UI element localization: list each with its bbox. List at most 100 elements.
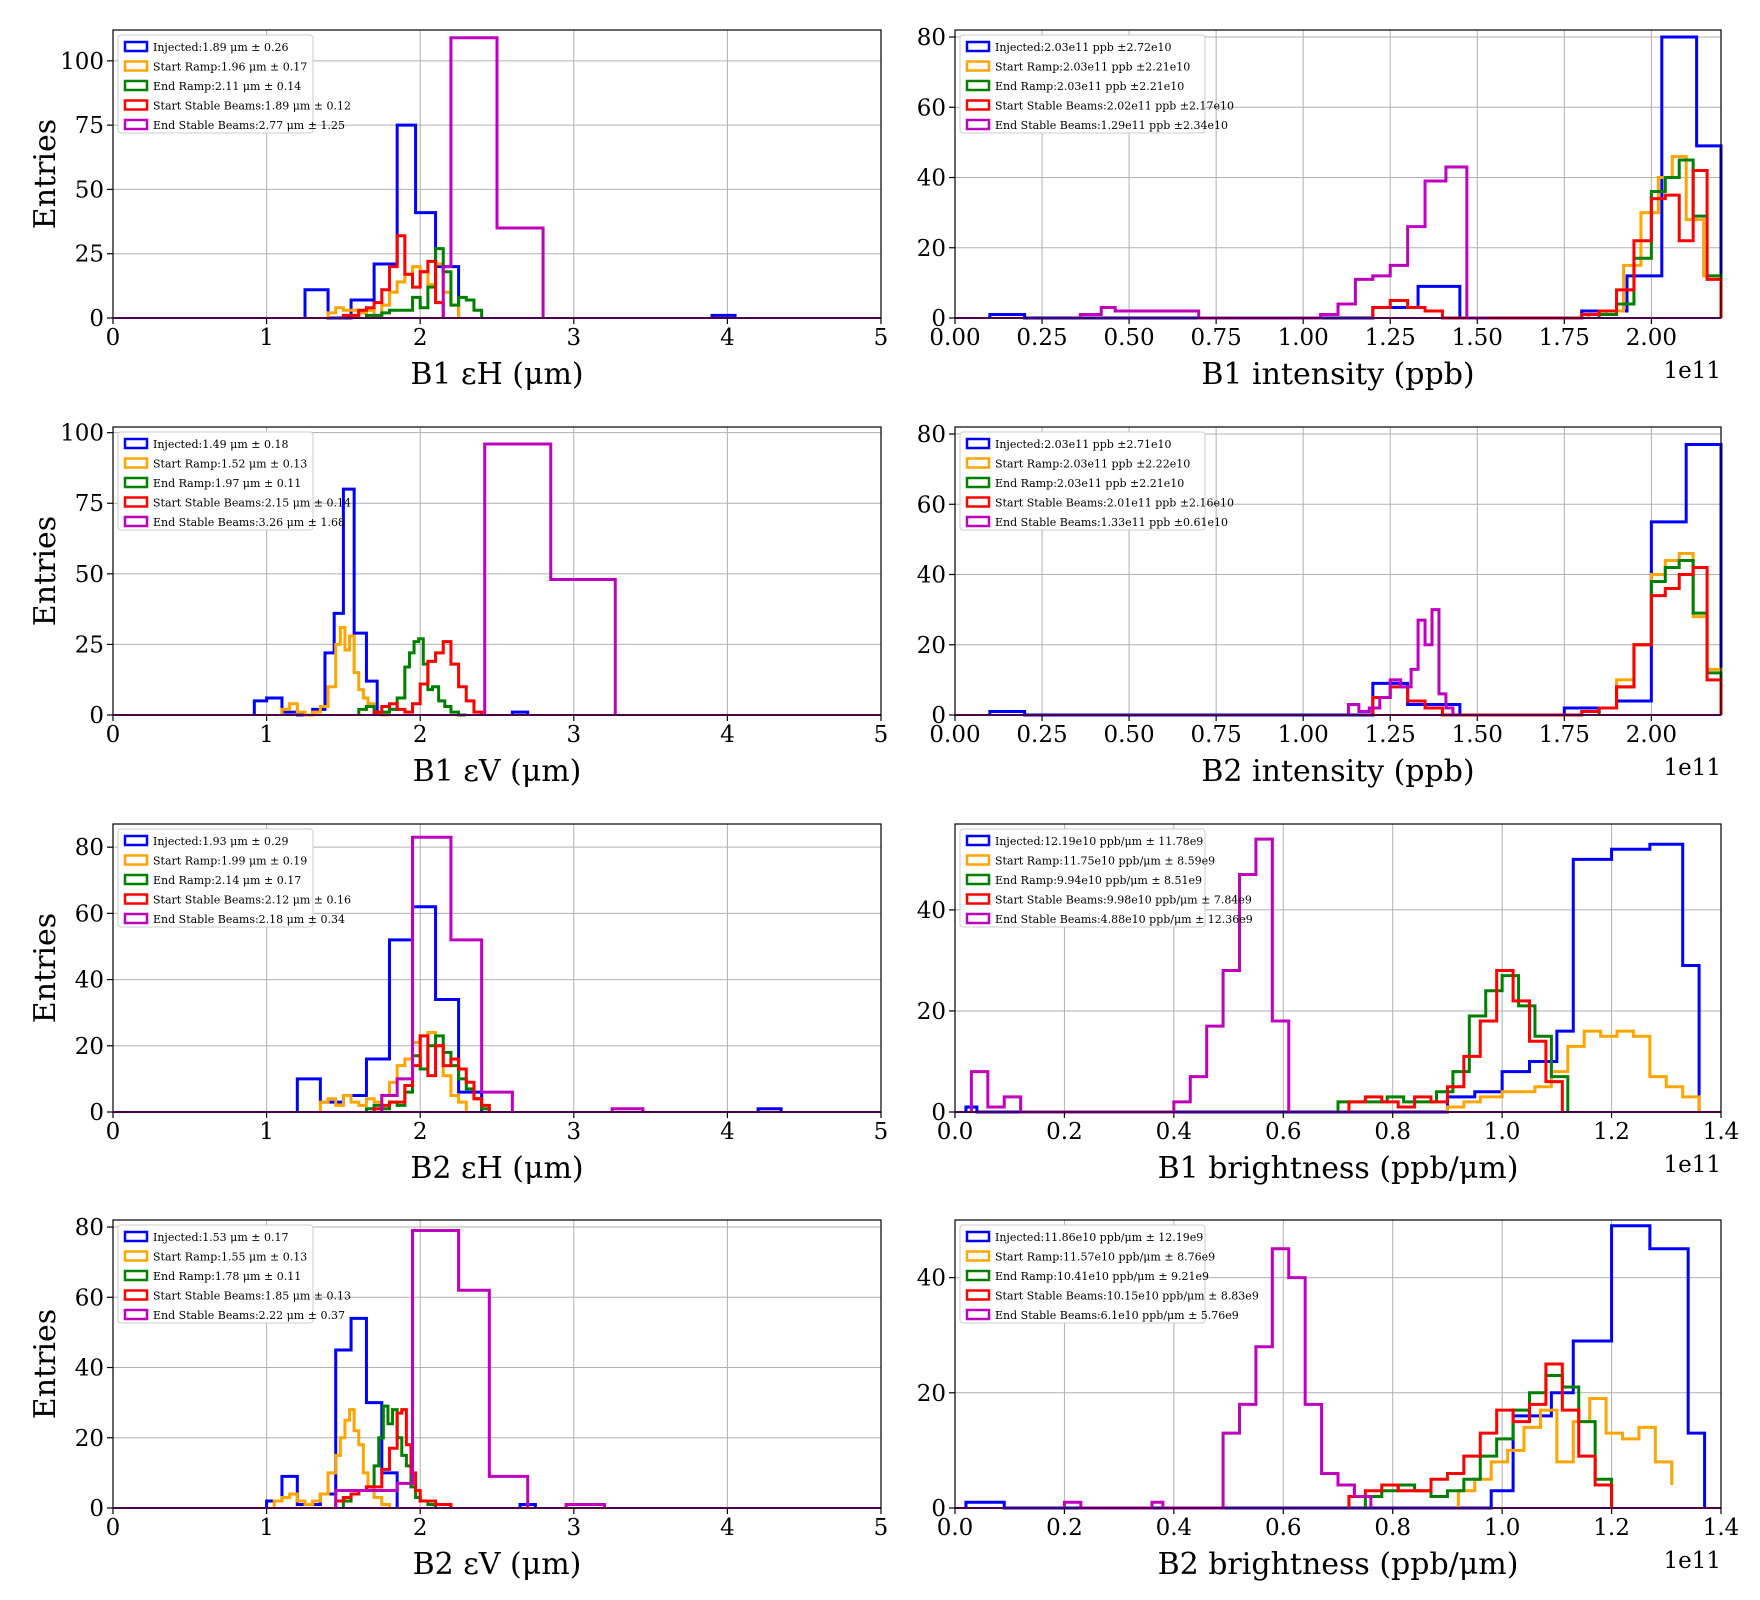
x-axis-label: B2 εV (μm) xyxy=(413,1547,582,1582)
axes-frame xyxy=(954,29,1722,319)
legend-swatch xyxy=(965,1289,991,1301)
y-tick-label: 75 xyxy=(75,491,104,517)
legend-swatch xyxy=(965,893,991,905)
x-tick-label: 1.0 xyxy=(1484,1515,1521,1541)
y-tick-label: 0 xyxy=(931,1100,946,1126)
legend-entry: End Ramp:2.03e11 ppb ±2.21e10 xyxy=(995,477,1184,490)
x-tick-label: 4 xyxy=(720,325,735,351)
x-tick-label: 1 xyxy=(259,1515,274,1541)
y-tick-label: 40 xyxy=(75,1356,104,1382)
legend-entry: Start Stable Beams:2.12 μm ± 0.16 xyxy=(153,894,351,907)
series-injected xyxy=(295,905,484,1112)
legend-swatch xyxy=(965,515,991,528)
x-axis-label: B2 intensity (ppb) xyxy=(1201,754,1474,789)
y-axis-label: Entries xyxy=(28,119,63,229)
legend-swatch xyxy=(965,437,991,450)
x-tick-label: 1.75 xyxy=(1539,722,1590,748)
series-injected xyxy=(252,487,379,717)
legend-swatch xyxy=(965,60,991,72)
x-tick-label: 0.4 xyxy=(1156,1119,1193,1145)
x-tick-label: 2 xyxy=(413,722,428,748)
series-end-stable-beams xyxy=(1346,608,1460,717)
x-tick-label: 0.2 xyxy=(1046,1515,1083,1541)
legend-entry: Injected:1.93 μm ± 0.29 xyxy=(153,835,288,848)
series-outlier-bin xyxy=(564,1502,607,1508)
legend: Injected:1.93 μm ± 0.29 Start Ramp:1.99 μ… xyxy=(117,828,351,928)
legend-swatch xyxy=(123,457,149,469)
y-tick-label: 0 xyxy=(89,1100,104,1126)
x-tick-label: 1.25 xyxy=(1365,722,1416,748)
y-tick-label: 100 xyxy=(60,49,104,75)
legend-entry: End Ramp:1.78 μm ± 0.11 xyxy=(153,1270,301,1283)
x-tick-label: 2 xyxy=(413,325,428,351)
legend-entry: Injected:1.53 μm ± 0.17 xyxy=(153,1231,288,1244)
x-tick-label: 1.75 xyxy=(1539,325,1590,351)
x-axis-label: B2 brightness (ppb/μm) xyxy=(1158,1547,1519,1582)
series-injected xyxy=(265,1316,399,1508)
y-tick-label: 60 xyxy=(917,492,946,518)
legend: Injected:1.49 μm ± 0.18 Start Ramp:1.52 μ… xyxy=(117,431,351,531)
y-tick-label: 0 xyxy=(89,703,104,729)
series-start-stable-beams xyxy=(341,234,445,318)
legend-entry: Start Ramp:1.99 μm ± 0.19 xyxy=(153,855,307,868)
y-tick-label: 0 xyxy=(89,1496,104,1522)
x-tick-label: 0.0 xyxy=(937,1515,974,1541)
x-tick-label: 2.00 xyxy=(1626,722,1677,748)
legend-entry: End Stable Beams:2.77 μm ± 1.25 xyxy=(153,119,345,132)
legend-entry: Start Stable Beams:10.15e10 ppb/μm ± 8.8… xyxy=(995,1290,1259,1303)
y-tick-label: 50 xyxy=(75,562,104,588)
x-tick-label: 2 xyxy=(413,1119,428,1145)
y-tick-label: 0 xyxy=(931,306,946,332)
x-tick-label: 0 xyxy=(106,1515,121,1541)
legend-swatch xyxy=(123,515,149,528)
legend: Injected:12.19e10 ppb/μm ± 11.78e9 Start … xyxy=(959,828,1253,928)
legend-box xyxy=(959,34,1206,134)
legend-entry: Start Ramp:1.55 μm ± 0.13 xyxy=(153,1251,307,1264)
legend-swatch xyxy=(965,496,991,508)
x-tick-label: 5 xyxy=(874,1119,889,1145)
axes-frame xyxy=(112,1219,882,1509)
x-tick-label: 1.50 xyxy=(1452,325,1503,351)
y-tick-label: 75 xyxy=(75,113,104,139)
x-tick-label: 1.4 xyxy=(1703,1119,1740,1145)
x-tick-label: 1.4 xyxy=(1703,1515,1740,1541)
legend-swatch xyxy=(123,1269,149,1282)
legend-entry: Injected:12.19e10 ppb/μm ± 11.78e9 xyxy=(995,835,1203,848)
series-start-ramp xyxy=(1456,1397,1674,1508)
legend-swatch xyxy=(123,912,149,925)
legend-entry: Injected:2.03e11 ppb ±2.72e10 xyxy=(995,41,1172,54)
legend: Injected:2.03e11 ppb ±2.72e10 Start Ramp:… xyxy=(959,34,1234,134)
x-tick-label: 4 xyxy=(720,1515,735,1541)
legend-entry: Injected:2.03e11 ppb ±2.71e10 xyxy=(995,438,1172,451)
legend-entry: End Ramp:2.11 μm ± 0.14 xyxy=(153,80,301,93)
legend-box xyxy=(959,431,1206,531)
x-tick-label: 0.6 xyxy=(1265,1515,1302,1541)
legend-entry: End Stable Beams:1.33e11 ppb ±0.61e10 xyxy=(995,516,1228,529)
legend-entry: Start Ramp:11.57e10 ppb/μm ± 8.76e9 xyxy=(995,1251,1215,1264)
axes-frame xyxy=(112,426,882,716)
series-end-ramp xyxy=(364,247,484,318)
legend: Injected:2.03e11 ppb ±2.71e10 Start Ramp:… xyxy=(959,431,1234,531)
legend-entry: Injected:11.86e10 ppb/μm ± 12.19e9 xyxy=(995,1231,1203,1244)
legend-entry: End Ramp:1.97 μm ± 0.11 xyxy=(153,477,301,490)
legend-swatch xyxy=(965,1269,991,1282)
axes-frame xyxy=(954,426,1722,716)
legend-box xyxy=(117,431,314,531)
y-tick-label: 80 xyxy=(917,25,946,51)
legend-entry: Start Stable Beams:2.15 μm ± 0.14 xyxy=(153,497,351,510)
x-tick-label: 1.0 xyxy=(1484,1119,1521,1145)
x-tick-label: 1.50 xyxy=(1452,722,1503,748)
chart-b1-int: 0.00 0.25 0.50 0.75 1.00 1.25 1.50 1.75 2.00 0 20 4… xyxy=(917,25,1723,392)
legend-swatch xyxy=(965,79,991,92)
series-end-stable-beams xyxy=(380,835,514,1112)
x-tick-label: 0.75 xyxy=(1191,325,1242,351)
x-tick-label: 1.2 xyxy=(1593,1515,1630,1541)
y-tick-label: 0 xyxy=(931,703,946,729)
legend-swatch xyxy=(965,1250,991,1262)
series-end-ramp xyxy=(1363,1374,1614,1508)
chart-b1-bright: 0.0 0.2 0.4 0.6 0.8 1.0 1.2 1.4 0 20 40 B1 brightne… xyxy=(917,823,1740,1186)
y-tick-label: 60 xyxy=(75,901,104,927)
